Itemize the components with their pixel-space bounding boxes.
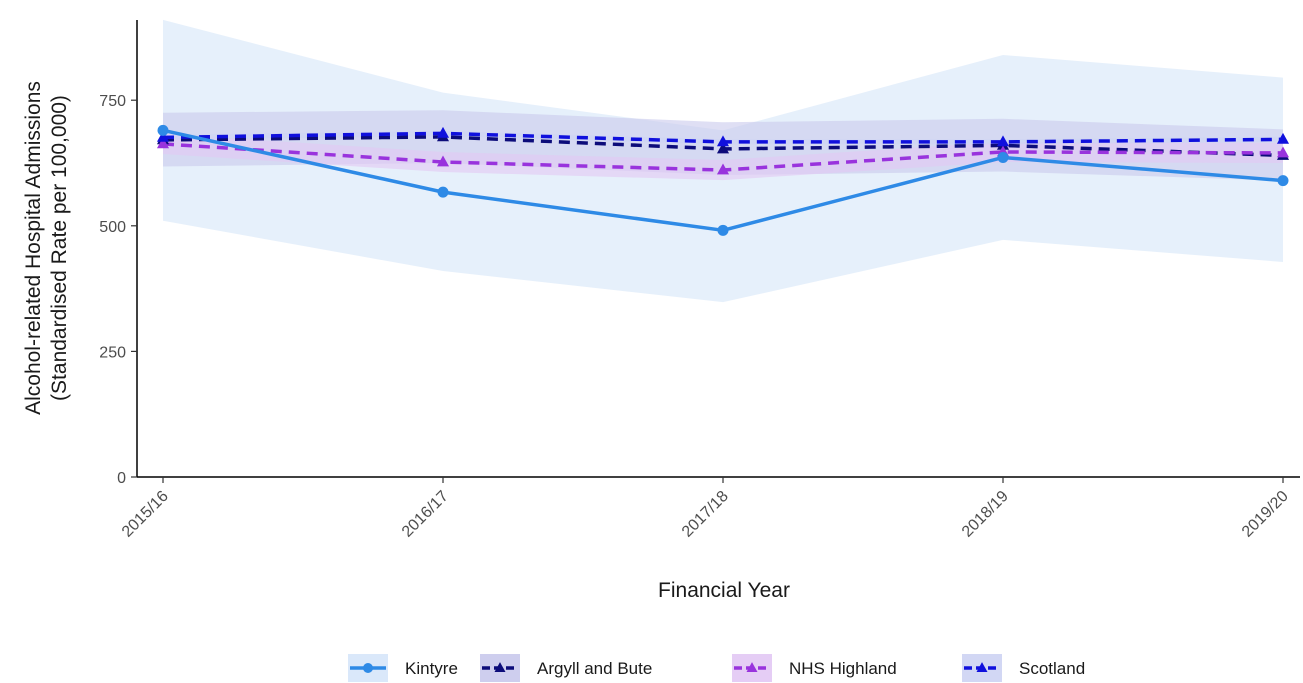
- legend-label: NHS Highland: [789, 659, 897, 678]
- x-tick-label: 2015/16: [119, 488, 172, 541]
- point-argyll-and-bute-2017-18: [716, 142, 730, 154]
- legend-item-nhs-highland: NHS Highland: [732, 654, 897, 682]
- point-nhs-highland-2019-20: [1276, 146, 1290, 158]
- legend-label: Scotland: [1019, 659, 1085, 678]
- legend-item-kintyre: Kintyre: [348, 654, 458, 682]
- point-kintyre-2018-19: [997, 151, 1009, 163]
- point-scotland-2018-19: [996, 135, 1010, 147]
- legend: Kintyre Argyll and Bute NHS Highland Scotla…: [348, 654, 1085, 682]
- point-scotland-2016-17: [436, 126, 450, 138]
- legend-label: Kintyre: [405, 659, 458, 678]
- legend-key-marker: [976, 662, 988, 672]
- point-kintyre-2016-17: [437, 186, 449, 198]
- y-tick-label: 500: [99, 219, 126, 236]
- legend-key-marker: [363, 663, 373, 673]
- x-tick-label: 2018/19: [959, 488, 1012, 541]
- point-scotland-2019-20: [1276, 132, 1290, 144]
- legend-item-scotland: Scotland: [962, 654, 1085, 682]
- legend-item-argyll-and-bute: Argyll and Bute: [480, 654, 652, 682]
- point-scotland-2015-16: [156, 130, 170, 142]
- point-scotland-2017-18: [716, 135, 730, 147]
- y-axis-title: Alcohol-related Hospital Admissions (Sta…: [22, 81, 71, 415]
- x-tick-label: 2016/17: [399, 488, 452, 541]
- x-tick-label: 2017/18: [679, 488, 732, 541]
- y-tick-label: 0: [117, 470, 126, 487]
- x-axis-title: Financial Year: [658, 579, 790, 602]
- point-kintyre-2019-20: [1277, 175, 1289, 187]
- x-axis-ticks: 2015/16 2016/17 2017/18 2018/19 2019/20: [119, 477, 1292, 541]
- legend-label: Argyll and Bute: [537, 659, 652, 678]
- point-nhs-highland-2015-16: [156, 137, 170, 149]
- series-markers: [156, 124, 1290, 236]
- x-tick-label: 2019/20: [1239, 488, 1292, 541]
- y-tick-label: 750: [99, 93, 126, 110]
- y-axis-title-line1: Alcohol-related Hospital Admissions: [22, 81, 45, 415]
- point-kintyre-2017-18: [717, 224, 729, 236]
- legend-key-marker: [746, 662, 758, 672]
- legend-key-marker: [494, 662, 506, 672]
- y-axis-ticks: 0 250 500 750: [99, 93, 137, 487]
- point-nhs-highland-2017-18: [716, 163, 730, 175]
- y-axis-title-line2: (Standardised Rate per 100,000): [48, 95, 71, 401]
- confidence-bands: [163, 19, 1283, 303]
- point-kintyre-2015-16: [157, 124, 169, 136]
- y-tick-label: 250: [99, 344, 126, 361]
- point-nhs-highland-2016-17: [436, 155, 450, 167]
